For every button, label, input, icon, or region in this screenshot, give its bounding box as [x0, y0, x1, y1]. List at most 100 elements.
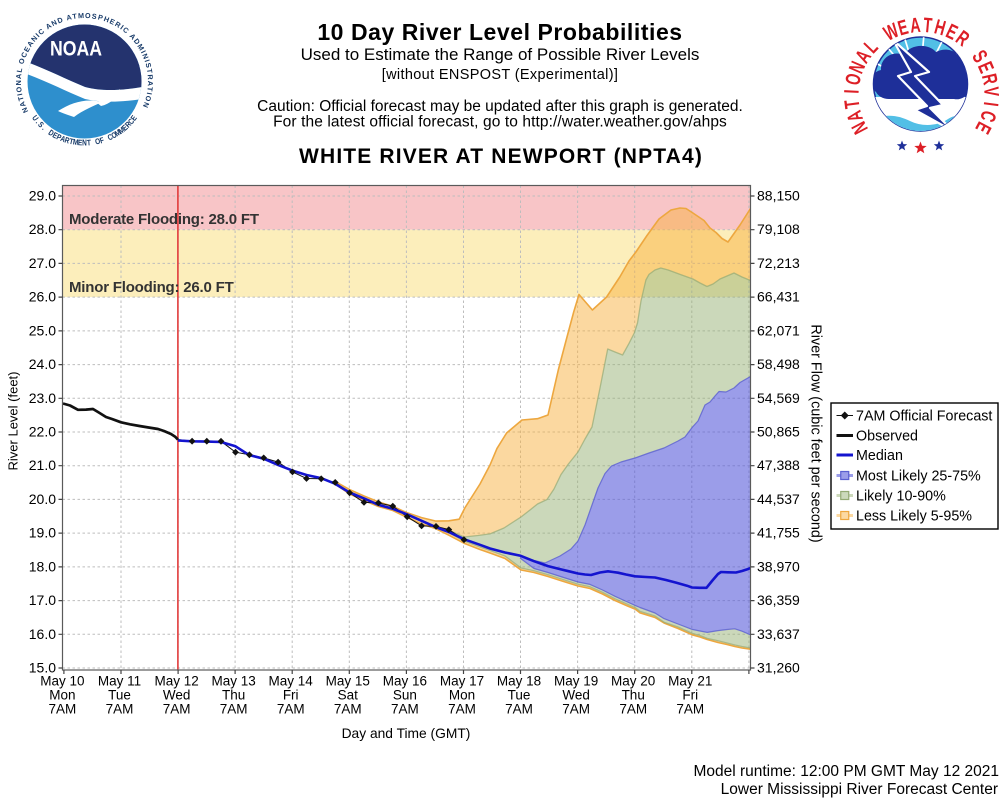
svg-text:54,569: 54,569 — [757, 390, 800, 406]
svg-text:29.0: 29.0 — [29, 188, 56, 204]
svg-text:Sun: Sun — [393, 688, 417, 703]
svg-text:May 20: May 20 — [611, 674, 655, 689]
svg-text:Sat: Sat — [338, 688, 359, 703]
svg-text:7AM: 7AM — [562, 702, 590, 717]
svg-text:.: . — [40, 123, 48, 132]
svg-text:T: T — [87, 137, 92, 147]
svg-text:72,213: 72,213 — [757, 255, 800, 271]
svg-text:N: N — [82, 138, 87, 148]
svg-text:E: E — [120, 122, 130, 132]
svg-text:River Flow (cubic feet per sec: River Flow (cubic feet per second) — [808, 324, 824, 542]
svg-text:NOAA: NOAA — [50, 37, 102, 61]
svg-text:16.0: 16.0 — [29, 626, 56, 642]
svg-text:O: O — [109, 129, 118, 140]
svg-text:20.0: 20.0 — [29, 491, 56, 507]
svg-text:Thu: Thu — [222, 688, 245, 703]
svg-text:Minor Flooding: 26.0 FT: Minor Flooding: 26.0 FT — [69, 279, 234, 296]
svg-text:I: I — [979, 101, 1000, 108]
svg-text:50,865: 50,865 — [757, 424, 800, 440]
svg-text:Observed: Observed — [856, 429, 918, 445]
svg-text:F: F — [99, 135, 106, 146]
svg-text:May 14: May 14 — [269, 674, 314, 689]
svg-text:May 11: May 11 — [98, 674, 141, 689]
svg-text:C: C — [106, 131, 115, 142]
svg-text:27.0: 27.0 — [29, 255, 56, 271]
svg-text:Mon: Mon — [49, 688, 75, 703]
svg-text:For the latest official foreca: For the latest official forecast, go to … — [273, 114, 727, 131]
svg-text:10 Day River Level Probabiliti: 10 Day River Level Probabilities — [317, 19, 682, 45]
svg-text:M: M — [72, 137, 79, 148]
svg-text:Less Likely 5-95%: Less Likely 5-95% — [856, 509, 972, 525]
svg-text:Day and Time (GMT): Day and Time (GMT) — [342, 726, 471, 741]
svg-text:Moderate Flooding: 28.0 FT: Moderate Flooding: 28.0 FT — [69, 211, 259, 228]
svg-text:36,359: 36,359 — [757, 592, 800, 608]
svg-text:C: C — [126, 116, 137, 126]
svg-text:D: D — [47, 127, 56, 138]
svg-text:M: M — [116, 125, 126, 136]
svg-text:17.0: 17.0 — [29, 592, 56, 608]
svg-text:24.0: 24.0 — [29, 356, 56, 372]
svg-text:Tue: Tue — [508, 688, 531, 703]
svg-text:41,755: 41,755 — [757, 525, 800, 541]
svg-text:E: E — [78, 137, 83, 147]
svg-text:O: O — [841, 71, 866, 87]
svg-text:Lower Mississippi River Foreca: Lower Mississippi River Forecast Center — [721, 781, 998, 798]
svg-text:26.0: 26.0 — [29, 289, 56, 305]
svg-text:.: . — [34, 117, 43, 125]
svg-text:May 13: May 13 — [211, 674, 255, 689]
svg-text:Likely 10-90%: Likely 10-90% — [856, 489, 946, 505]
svg-text:21.0: 21.0 — [29, 457, 56, 473]
svg-text:Wed: Wed — [163, 688, 191, 703]
svg-text:7AM: 7AM — [448, 702, 476, 717]
svg-text:15.0: 15.0 — [29, 660, 56, 676]
svg-text:7AM: 7AM — [334, 702, 362, 717]
svg-text:Most Likely 25-75%: Most Likely 25-75% — [856, 469, 981, 485]
svg-text:7AM: 7AM — [163, 702, 191, 717]
svg-text:Wed: Wed — [562, 688, 590, 703]
svg-text:M: M — [113, 127, 123, 138]
svg-text:7AM: 7AM — [220, 702, 248, 717]
svg-text:58,498: 58,498 — [757, 356, 800, 372]
svg-text:P: P — [55, 132, 63, 143]
svg-text:O: O — [94, 136, 101, 147]
svg-text:May 15: May 15 — [326, 674, 370, 689]
svg-text:Model runtime: 12:00 PM GMT Ma: Model runtime: 12:00 PM GMT May 12 2021 — [693, 763, 999, 780]
svg-text:Median: Median — [856, 448, 903, 464]
svg-text:May 18: May 18 — [497, 674, 541, 689]
svg-text:Fri: Fri — [283, 688, 299, 703]
svg-text:47,388: 47,388 — [757, 457, 800, 473]
svg-text:May 10: May 10 — [40, 674, 84, 689]
svg-text:May 21: May 21 — [668, 674, 712, 689]
svg-text:Fri: Fri — [682, 688, 698, 703]
svg-text:May 19: May 19 — [554, 674, 598, 689]
svg-text:7AM: 7AM — [619, 702, 647, 717]
svg-text:7AM Official Forecast: 7AM Official Forecast — [856, 409, 992, 425]
svg-text:V: V — [979, 86, 1000, 97]
svg-text:May 17: May 17 — [440, 674, 484, 689]
svg-text:I: I — [840, 89, 864, 94]
svg-text:7AM: 7AM — [277, 702, 305, 717]
svg-text:T: T — [922, 13, 933, 37]
svg-text:38,970: 38,970 — [757, 558, 800, 574]
svg-text:25.0: 25.0 — [29, 322, 56, 338]
svg-text:7AM: 7AM — [676, 702, 704, 717]
svg-text:28.0: 28.0 — [29, 221, 56, 237]
svg-text:88,150: 88,150 — [757, 188, 800, 204]
svg-text:31,260: 31,260 — [757, 660, 800, 676]
svg-text:R: R — [64, 135, 72, 146]
svg-text:19.0: 19.0 — [29, 525, 56, 541]
svg-text:Caution: Official forecast may: Caution: Official forecast may be update… — [257, 98, 743, 115]
svg-text:7AM: 7AM — [49, 702, 77, 717]
svg-text:22.0: 22.0 — [29, 424, 56, 440]
svg-text:May 16: May 16 — [383, 674, 427, 689]
svg-text:79,108: 79,108 — [757, 221, 800, 237]
svg-text:E: E — [51, 130, 60, 141]
svg-text:23.0: 23.0 — [29, 390, 56, 406]
svg-text:T: T — [840, 98, 864, 110]
svg-text:18.0: 18.0 — [29, 558, 56, 574]
svg-text:U: U — [30, 113, 41, 123]
svg-text:44,537: 44,537 — [757, 491, 800, 507]
svg-text:S: S — [36, 120, 46, 130]
svg-text:[without ENSPOST (Experimental: [without ENSPOST (Experimental)] — [382, 67, 619, 83]
svg-text:7AM: 7AM — [505, 702, 533, 717]
